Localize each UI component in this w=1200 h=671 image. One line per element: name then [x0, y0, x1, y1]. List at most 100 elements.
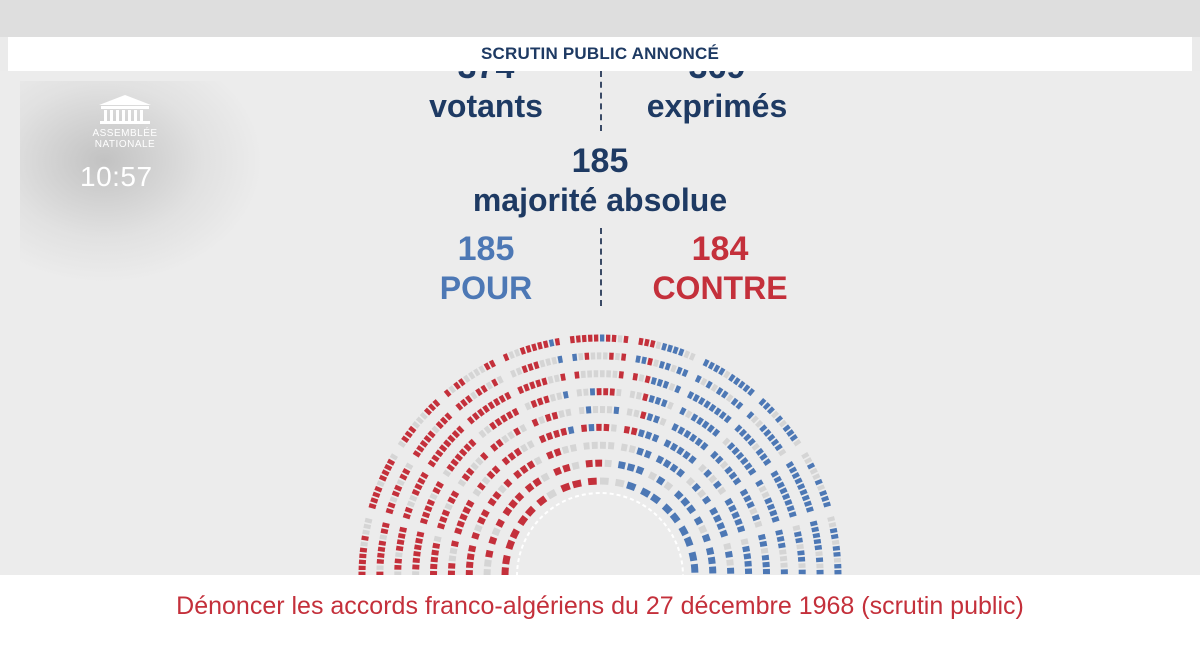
hemicycle-seat	[681, 368, 689, 378]
hemicycle-seat	[562, 463, 571, 473]
hemicycle-seat	[581, 424, 588, 432]
hemicycle-seat	[444, 412, 453, 421]
hemicycle-seat	[461, 473, 471, 482]
hemicycle-seat	[686, 504, 696, 515]
hemicycle-seat	[759, 453, 768, 461]
hemicycle-seat	[531, 418, 539, 427]
hemicycle-seat	[831, 539, 840, 546]
hemicycle-seat	[513, 348, 521, 357]
hemicycle-seat	[706, 424, 715, 433]
hemicycle-seat	[556, 392, 563, 401]
hemicycle-seat	[524, 505, 536, 517]
hemicycle-seat	[773, 475, 782, 484]
hemicycle-seat	[691, 482, 701, 493]
hemicycle-seat	[409, 494, 418, 502]
hemicycle-seat	[795, 537, 803, 544]
hemicycle-seat	[417, 477, 426, 485]
hemicycle-seat	[803, 500, 812, 507]
hemicycle-seat	[686, 390, 695, 400]
hemicycle-seat	[797, 550, 805, 556]
hemicycle-seat	[361, 535, 369, 541]
hemicycle-seat	[537, 341, 543, 350]
hemicycle-seat	[447, 434, 456, 443]
hemicycle-seat	[558, 409, 565, 418]
hemicycle-seat	[533, 456, 543, 466]
hemicycle-seat	[446, 463, 455, 472]
hemicycle-seat	[372, 491, 381, 498]
hemicycle-seat	[404, 430, 413, 439]
hemicycle-seat	[646, 413, 654, 422]
hemicycle-seat	[497, 484, 507, 494]
hemicycle-seat	[414, 483, 423, 491]
hemicycle-seat	[431, 454, 440, 463]
hemicycle-seat	[370, 497, 379, 504]
hemicycle-seat	[626, 408, 633, 417]
hemicycle-seat	[385, 507, 394, 515]
votants-label: votants	[429, 88, 543, 124]
hemicycle-seat	[507, 451, 517, 461]
hemicycle-seat	[424, 505, 433, 513]
hemicycle-seat	[567, 426, 575, 435]
result-divider	[600, 228, 602, 306]
hemicycle-seat	[542, 340, 549, 349]
vote-announcement-banner: SCRUTIN PUBLIC ANNONCÉ	[8, 37, 1192, 71]
hemicycle-seat	[655, 341, 662, 350]
hemicycle-seat	[662, 380, 670, 389]
hemicycle-seat	[482, 404, 490, 414]
hemicycle-seat	[719, 460, 729, 470]
hemicycle-seat	[621, 353, 627, 361]
hemicycle-seat	[541, 377, 548, 386]
votants-stat: 374 votants	[386, 71, 586, 125]
hemicycle-seat	[829, 527, 838, 534]
hemicycle-seat	[553, 429, 561, 438]
hemicycle-seat	[683, 350, 691, 359]
hemicycle-seat	[777, 542, 786, 549]
hemicycle-seat	[643, 338, 650, 347]
hemicycle-seat	[740, 538, 749, 546]
hemicycle-seat	[698, 524, 708, 534]
hemicycle-seat	[386, 458, 396, 466]
hemicycle-seat	[823, 501, 831, 508]
hemicycle-seat	[476, 482, 486, 491]
hemicycle-seat	[438, 444, 448, 453]
hemicycle-seat	[471, 412, 480, 421]
hemicycle-seat	[449, 547, 458, 555]
hemicycle-seat	[725, 393, 734, 403]
hemicycle-seat	[443, 439, 452, 448]
bottom-bar: Dénoncer les accords franco-algériens du…	[0, 575, 1200, 671]
hemicycle-seat	[474, 524, 483, 533]
hemicycle-seat	[734, 518, 743, 526]
hemicycle-seat	[538, 415, 546, 425]
hemicycle-seat	[774, 443, 783, 452]
hemicycle-seat	[728, 373, 736, 382]
hemicycle-seat	[638, 337, 644, 346]
hemicycle-seat	[368, 503, 377, 510]
hemicycle-seat	[650, 377, 657, 385]
hemicycle-seat	[814, 544, 823, 551]
hemicycle-seat	[794, 477, 803, 485]
hemicycle-seat	[492, 490, 502, 500]
hemicycle-seat	[562, 390, 569, 399]
hemicycle-seat	[364, 517, 373, 524]
hemicycle-seat	[771, 515, 780, 523]
hemicycle-seat	[432, 542, 441, 549]
hemicycle-seat	[430, 556, 439, 563]
hemicycle-seat	[757, 533, 766, 541]
hemicycle-seat	[623, 425, 631, 434]
hemicycle-seat	[789, 434, 798, 442]
hemicycle-seat	[524, 482, 535, 493]
hemicycle-seat	[690, 413, 699, 422]
hemicycle-seat	[439, 416, 449, 425]
hemicycle-seat	[809, 467, 818, 475]
hemicycle-seat	[812, 532, 821, 539]
hemicycle-seat	[489, 421, 497, 431]
hemicycle-seat	[633, 409, 640, 418]
hemicycle-seat	[676, 366, 683, 375]
hemicycle-seat	[466, 416, 475, 425]
hemicycle-seat	[644, 375, 651, 384]
hemicycle-seat	[477, 516, 486, 525]
hemicycle-seat	[755, 419, 764, 428]
hemicycle-seat	[731, 511, 740, 520]
hemicycle-seat	[660, 399, 668, 408]
hemicycle-seat	[707, 361, 715, 370]
